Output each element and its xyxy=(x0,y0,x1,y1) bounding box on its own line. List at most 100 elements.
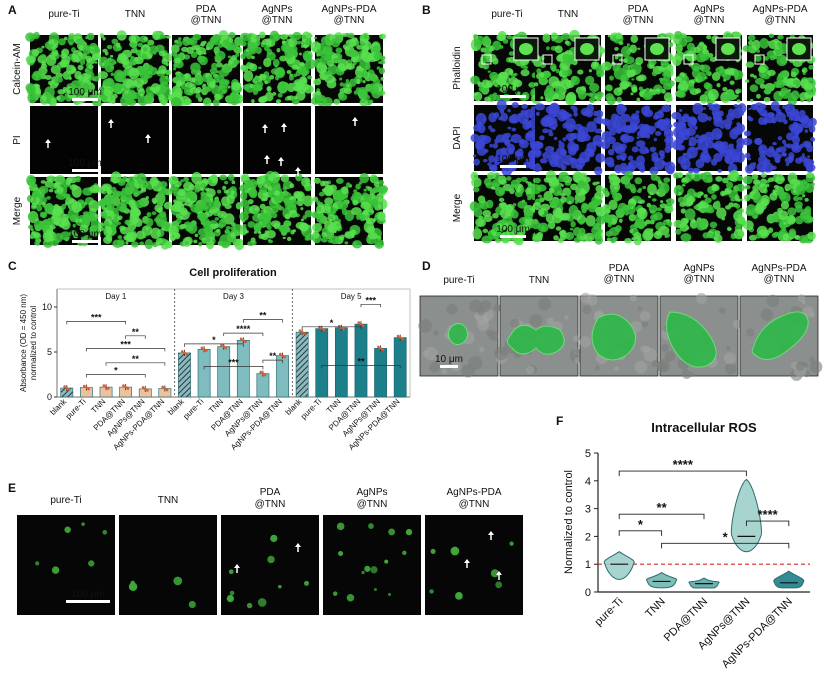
data-point xyxy=(163,387,167,390)
cell-blob xyxy=(110,72,115,77)
cell-blob xyxy=(295,173,303,182)
cell-blob xyxy=(189,77,196,83)
cell-blob xyxy=(589,82,600,93)
cell-blob xyxy=(654,131,662,136)
cell-blob xyxy=(206,238,211,243)
cell-blob xyxy=(564,161,568,165)
cell-blob xyxy=(542,128,549,134)
cell-blob xyxy=(788,152,795,159)
cell-blob xyxy=(693,168,699,172)
cell-blob xyxy=(377,184,389,194)
significance-marker: * xyxy=(212,335,216,345)
cell-blob xyxy=(545,105,554,114)
cell-blob xyxy=(177,189,186,197)
cell-blob xyxy=(264,80,268,85)
cell-blob xyxy=(327,238,334,244)
fluorescent-cell xyxy=(490,569,499,578)
cell-blob xyxy=(41,60,47,66)
cell-blob xyxy=(298,52,302,56)
cell-blob xyxy=(121,192,133,201)
column-label-line: @TNN xyxy=(694,15,725,26)
cell-blob xyxy=(596,91,604,98)
cell-blob xyxy=(128,34,137,43)
significance-marker: *** xyxy=(366,295,377,305)
cell-blob xyxy=(593,117,602,124)
cell-blob xyxy=(286,69,292,74)
cell-blob xyxy=(785,162,790,166)
texture-spot xyxy=(660,344,669,352)
cell-blob xyxy=(577,180,587,187)
cell-blob xyxy=(159,211,167,218)
cell-blob xyxy=(767,177,775,182)
cell-blob xyxy=(295,40,302,45)
cell-blob xyxy=(214,55,222,61)
cell-blob xyxy=(679,108,683,112)
cell-blob xyxy=(117,235,123,240)
cell-blob xyxy=(324,70,333,76)
data-point xyxy=(242,339,245,342)
cell-blob xyxy=(509,138,514,142)
cell-blob xyxy=(643,228,654,241)
cell-blob xyxy=(98,226,104,232)
cell-blob xyxy=(649,166,659,176)
cell-blob xyxy=(187,222,198,234)
cell-blob xyxy=(605,93,614,102)
arrow-icon xyxy=(145,134,151,138)
cell-blob xyxy=(473,207,483,218)
cell-blob xyxy=(553,235,559,241)
x-tick-label: pure-Ti xyxy=(181,397,205,421)
texture-spot xyxy=(574,357,581,364)
cell-blob xyxy=(120,95,130,107)
data-point xyxy=(185,353,188,356)
cell-blob xyxy=(722,87,728,92)
cell-blob xyxy=(272,92,277,96)
cell-blob xyxy=(356,213,361,217)
column-label-line: @TNN xyxy=(765,15,796,26)
cell-blob xyxy=(152,30,161,41)
cell-blob xyxy=(206,188,216,198)
row-label: Calcein-AM xyxy=(12,43,23,95)
cell-blob xyxy=(748,40,754,46)
cell-blob xyxy=(750,98,754,103)
cell-blob xyxy=(519,148,523,152)
cell-blob xyxy=(179,223,187,229)
cell-blob xyxy=(90,232,95,237)
cell-blob xyxy=(508,115,518,124)
cell-blob xyxy=(366,238,372,244)
data-point xyxy=(401,337,404,341)
cell-blob xyxy=(511,101,519,109)
cell-blob xyxy=(223,189,229,194)
cell-blob xyxy=(301,176,311,188)
cell-blob xyxy=(139,69,150,81)
significance-bracket xyxy=(184,343,244,347)
cell-blob xyxy=(501,86,508,94)
cell-blob xyxy=(161,99,167,106)
cell-blob xyxy=(103,198,108,202)
cell-blob xyxy=(126,189,132,195)
cell-blob xyxy=(555,226,562,231)
fluorescent-cell xyxy=(277,584,282,589)
cell-blob xyxy=(786,132,795,141)
cell-blob xyxy=(365,217,376,225)
cell-blob xyxy=(363,210,368,215)
cell-blob xyxy=(277,93,283,98)
cell-blob xyxy=(777,146,787,153)
cell-blob xyxy=(657,66,664,71)
column-label-line: AgNPs xyxy=(356,487,387,498)
texture-spot xyxy=(641,320,648,328)
cell-blob xyxy=(489,71,499,81)
cell-blob xyxy=(212,73,219,79)
cell-blob xyxy=(104,77,115,89)
cell-blob xyxy=(185,191,192,197)
texture-spot xyxy=(766,294,780,307)
cell-blob xyxy=(270,212,278,219)
scale-bar xyxy=(66,600,110,603)
cell-blob xyxy=(770,216,777,222)
cell-blob xyxy=(79,224,89,233)
cell-blob xyxy=(694,125,698,130)
cell-blob xyxy=(681,177,688,183)
cell-blob xyxy=(558,141,565,150)
cell-blob xyxy=(679,202,686,207)
cell-blob xyxy=(548,129,553,133)
cell-blob xyxy=(223,79,230,86)
